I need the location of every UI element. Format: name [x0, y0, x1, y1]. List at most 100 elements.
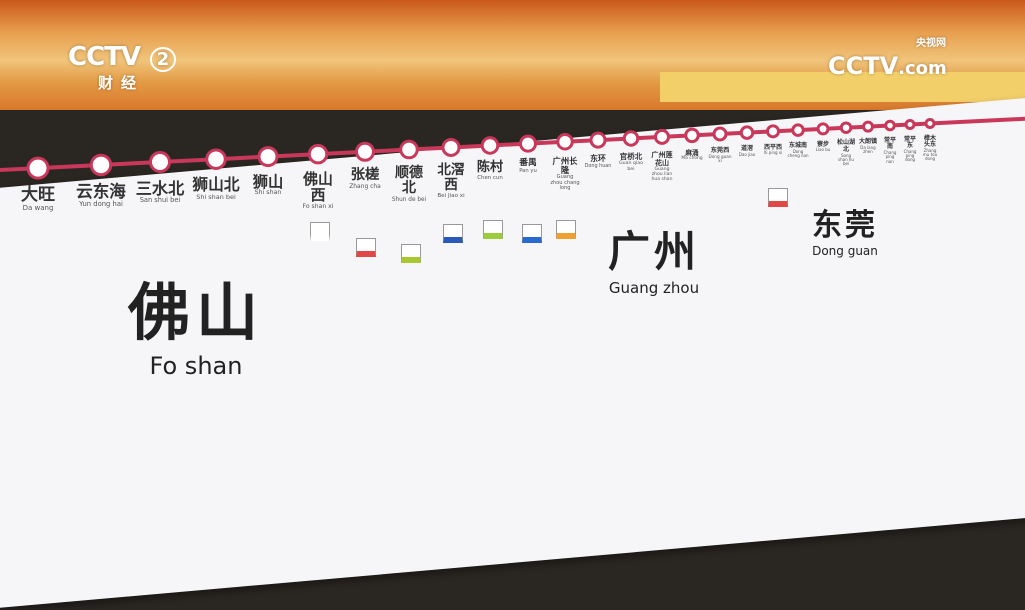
station-marker — [622, 130, 640, 147]
station-pinyin: Liao bu — [815, 147, 831, 153]
station: 东环 Dong huan — [583, 154, 613, 169]
logo-cn: 央视网 — [916, 38, 946, 49]
transfer-badge — [522, 224, 542, 243]
transfer-badge — [310, 222, 330, 241]
station-pinyin: Shun de bei — [391, 196, 427, 203]
station: 寮步 Liao bu — [813, 141, 833, 153]
station: 麻涌 Ma chong — [680, 149, 705, 162]
yellow-stripe — [660, 72, 1025, 102]
station-name: 广州莲花山 — [651, 150, 673, 168]
station: 顺德北 Shun de bei — [390, 164, 429, 203]
logo-brand: CCTV — [68, 42, 141, 72]
station-pinyin: San shui bei — [139, 196, 181, 205]
station-marker — [589, 131, 607, 149]
station-marker — [307, 143, 329, 165]
city-name: 广州 — [608, 227, 701, 276]
city-guangzhou: 广州 Guang zhou — [608, 218, 700, 297]
cctv2-logo: CCTV 2 财经 — [68, 42, 177, 93]
station-name: 道滘 — [740, 145, 753, 153]
station-name: 张槎 — [350, 167, 380, 184]
transfer-badge — [556, 220, 576, 239]
station-pinyin: Guan qiao bei — [618, 161, 644, 172]
station-pinyin: Da lang zhen — [860, 144, 876, 155]
station-name: 东环 — [590, 154, 606, 164]
station-marker — [791, 123, 805, 137]
station: 常平南 Chang ping nan — [882, 137, 899, 164]
station: 三水北 San shui bei — [134, 178, 187, 205]
station-pinyin: Guang zhou chang long — [550, 174, 580, 192]
station-pinyin: Dong guan xi — [708, 153, 732, 164]
station-name: 顺德北 — [394, 164, 424, 197]
station-marker — [739, 125, 755, 140]
station-name: 狮山北 — [192, 175, 240, 195]
station-name: 三水北 — [135, 178, 185, 198]
station-marker — [556, 133, 574, 151]
station-marker — [654, 128, 670, 145]
station-marker — [924, 118, 936, 129]
station: 狮山北 Shi shan bei — [192, 176, 241, 200]
station: 大旺 Da wang — [10, 186, 67, 212]
station-name: 常平东 — [903, 135, 916, 150]
station: 北滘西 Bei Jiao xi — [433, 163, 469, 199]
station-marker — [26, 156, 50, 180]
transfer-badge — [401, 244, 421, 263]
station-pinyin: Yun dong hai — [79, 199, 123, 208]
station-marker — [441, 137, 461, 157]
station-marker — [884, 119, 896, 132]
transfer-badge — [768, 188, 788, 207]
station-name: 大旺 — [21, 185, 55, 206]
station-name: 广州长隆 — [552, 156, 578, 176]
station: 张槎 Zhang cha — [345, 167, 386, 191]
station-name: 番禺 — [519, 158, 537, 169]
station-name: 狮山 — [252, 172, 284, 191]
station-marker — [257, 146, 279, 168]
station-name: 佛山西 — [303, 169, 333, 205]
station-marker — [816, 122, 830, 136]
station-marker — [766, 124, 780, 139]
station: 东莞西 Dong guan xi — [708, 147, 732, 164]
station-marker — [89, 153, 113, 177]
station-pinyin: Fo shan xi — [302, 202, 334, 210]
station-pinyin: Chang ping dong — [903, 148, 917, 163]
station-marker — [684, 127, 700, 144]
station-pinyin: Ma chong — [681, 155, 703, 161]
station-pinyin: Zhang cha — [349, 183, 381, 191]
station-pinyin: Bei Jiao xi — [437, 193, 465, 200]
transfer-badge — [356, 238, 376, 257]
station: 大朗镇 Da lang zhen — [858, 138, 878, 155]
station-pinyin: Dao jiao — [738, 151, 756, 157]
city-name: 东莞 — [812, 208, 878, 243]
station-pinyin: Guang zhou lian hua shan — [651, 166, 673, 182]
logo-suffix: .com — [898, 58, 947, 79]
station-marker — [205, 148, 227, 170]
cctv-com-logo: 央视网 CCTV.com — [828, 38, 947, 80]
station-name: 东城南 — [788, 142, 807, 150]
station-name: 东莞西 — [710, 147, 730, 154]
station-marker — [839, 121, 853, 134]
line-track — [0, 116, 1025, 172]
station-pinyin: Dong huan — [584, 162, 612, 169]
station: 广州长隆 Guang zhou chang long — [550, 156, 580, 192]
city-pinyin: Fo shan — [149, 352, 243, 380]
station-pinyin: Chen cun — [477, 174, 503, 181]
station: 东城南 Dong cheng nan — [787, 143, 809, 158]
station-marker — [149, 151, 171, 173]
station-pinyin: Chang ping nan — [883, 149, 897, 164]
station-pinyin: Song shan hu bei — [838, 152, 854, 167]
station: 西平西 Xi ping xi — [762, 144, 784, 156]
station-pinyin: Pan yu — [519, 167, 537, 174]
station-pinyin: Zhang mu tou dong — [922, 147, 938, 162]
station-name: 大朗镇 — [858, 138, 877, 146]
station: 狮山 Shi shan — [245, 172, 292, 198]
station: 官桥北 Guan qiao bei — [617, 152, 645, 172]
city-name: 佛山 — [128, 276, 265, 349]
station-marker — [480, 136, 500, 155]
station-name: 云东海 — [76, 181, 126, 201]
station: 常平东 Chang ping dong — [902, 135, 919, 163]
station-marker — [862, 120, 874, 133]
station: 樟木头东 Zhang mu tou dong — [922, 135, 939, 162]
logo-brand: CCTV — [828, 52, 899, 80]
station: 陈村 Chen cun — [473, 160, 508, 181]
station-name: 陈村 — [476, 160, 504, 176]
station-pinyin: Shi shan — [254, 189, 282, 197]
